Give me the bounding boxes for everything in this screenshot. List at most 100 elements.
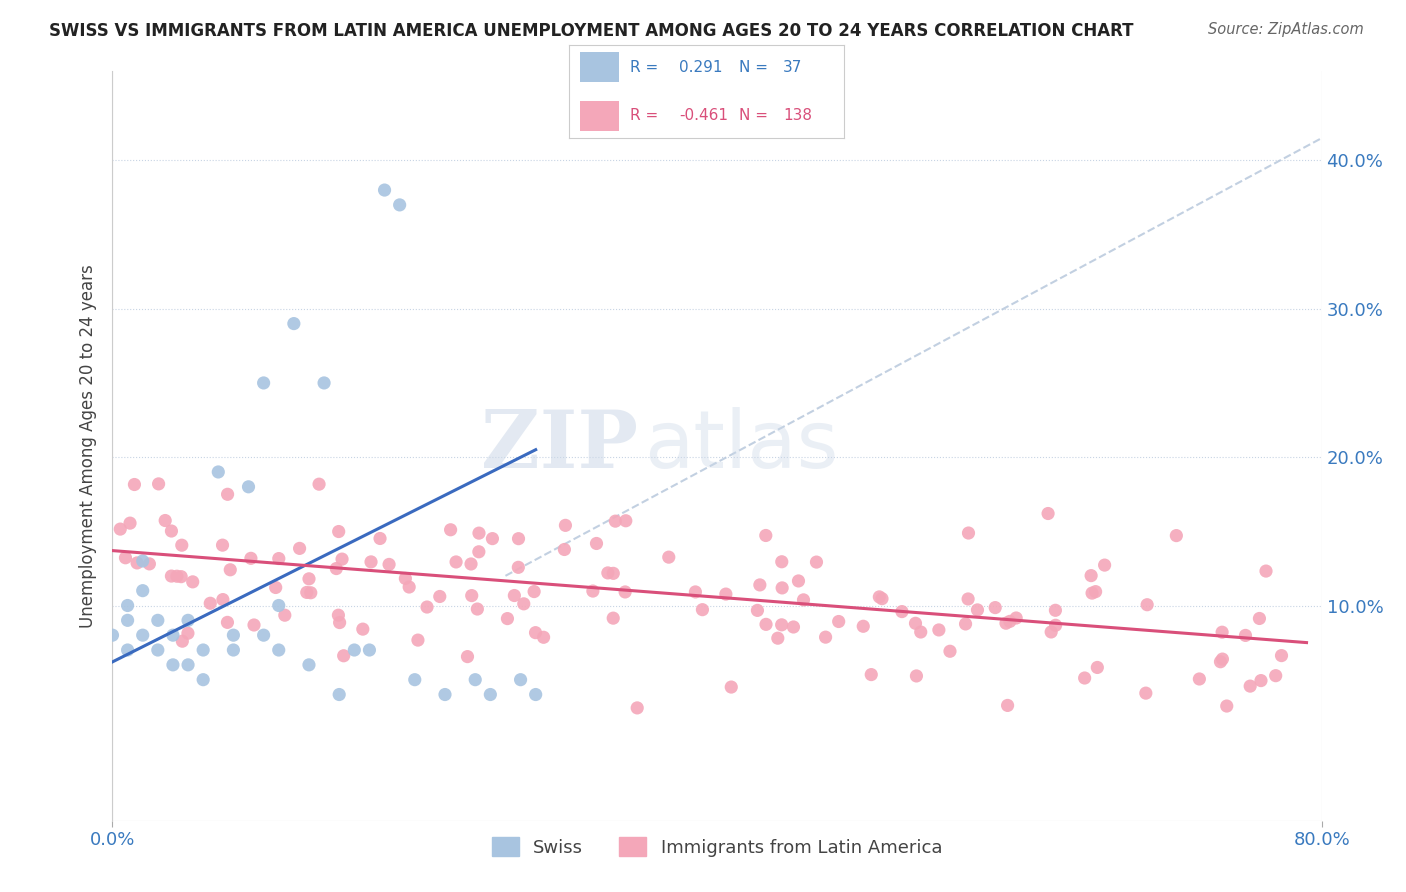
Point [582,584,605,599]
Point [596,566,619,580]
Point [524,625,547,640]
Point [170,569,193,583]
Point [770,581,793,595]
Text: 0.291: 0.291 [679,60,723,75]
Point [1188,672,1211,686]
Point [332,648,354,663]
Point [314,376,336,390]
Point [162,628,184,642]
Text: 37: 37 [783,60,803,75]
Point [905,669,928,683]
Point [308,477,330,491]
Point [328,524,350,539]
Point [352,622,374,636]
Point [124,477,146,491]
Point [146,613,169,627]
Point [191,673,214,687]
Point [984,600,1007,615]
Point [110,522,132,536]
Point [162,657,184,672]
Point [766,631,789,645]
Point [200,596,222,610]
Text: -0.461: -0.461 [679,108,728,123]
Point [910,625,932,640]
Text: R =: R = [630,60,658,75]
Point [957,526,980,541]
Point [177,626,200,640]
Point [117,643,139,657]
Point [1005,611,1028,625]
Point [433,688,456,702]
Point [325,561,347,575]
Point [429,590,451,604]
Point [132,628,155,642]
Point [1081,586,1104,600]
Text: 138: 138 [783,108,813,123]
Text: SWISS VS IMMIGRANTS FROM LATIN AMERICA UNEMPLOYMENT AMONG AGES 20 TO 24 YEARS CO: SWISS VS IMMIGRANTS FROM LATIN AMERICA U… [49,22,1133,40]
Point [160,524,183,538]
Point [394,572,416,586]
Point [481,532,503,546]
Point [554,518,576,533]
Point [508,560,530,574]
Point [755,528,778,542]
Point [523,584,546,599]
Point [368,532,391,546]
Point [1166,528,1188,542]
Point [416,600,439,615]
Point [253,376,276,390]
Point [170,538,193,552]
Point [496,611,519,625]
Point [283,317,305,331]
Point [398,580,420,594]
Point [274,608,297,623]
Point [957,591,980,606]
Point [553,542,575,557]
Point [503,589,526,603]
Point [239,551,262,566]
Point [658,550,681,565]
Point [1080,568,1102,582]
Point [533,630,555,644]
Point [1073,671,1095,685]
Point [890,605,912,619]
Point [160,569,183,583]
Point [288,541,311,556]
Point [1239,679,1261,693]
Point [1211,652,1233,666]
Point [1036,507,1059,521]
Point [153,514,176,528]
Point [117,613,139,627]
Point [1136,598,1159,612]
Point [714,587,737,601]
Point [343,643,366,657]
Point [1234,628,1257,642]
Point [1084,584,1107,599]
Point [467,602,489,616]
Point [955,616,977,631]
Point [479,688,502,702]
Point [177,613,200,627]
Point [602,611,624,625]
Point [755,617,778,632]
Point [439,523,461,537]
Point [132,583,155,598]
Point [217,615,239,630]
Point [114,550,136,565]
Point [374,183,396,197]
Point [998,615,1021,629]
Point [222,628,245,642]
Point [928,623,950,637]
Point [524,688,547,702]
Point [461,589,484,603]
Point [828,615,851,629]
Point [298,657,321,672]
Point [1250,673,1272,688]
Text: N =: N = [740,60,769,75]
Point [219,563,242,577]
Point [148,476,170,491]
Point [1254,564,1277,578]
Point [1209,655,1232,669]
Point [685,585,707,599]
Point [852,619,875,633]
